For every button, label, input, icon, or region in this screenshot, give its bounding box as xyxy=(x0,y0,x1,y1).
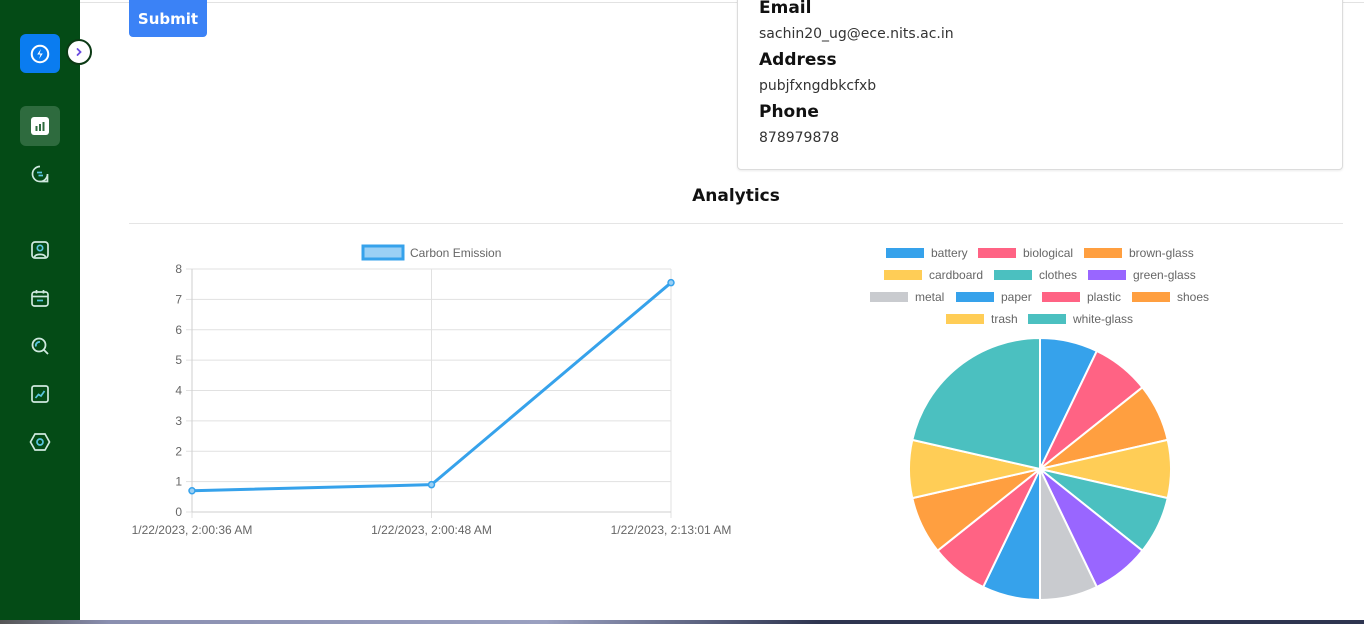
x-tick-label: 1/22/2023, 2:00:48 AM xyxy=(371,523,492,537)
legend-label: shoes xyxy=(1177,290,1209,304)
chat-icon xyxy=(31,165,49,183)
calendar-icon xyxy=(31,290,49,307)
legend-label: metal xyxy=(915,290,944,304)
legend-label: battery xyxy=(931,246,968,260)
sidebar-toggle-button[interactable] xyxy=(66,39,92,65)
sidebar-item-profile[interactable] xyxy=(20,230,60,270)
trend-chart-icon xyxy=(31,385,49,403)
x-tick-label: 1/22/2023, 2:13:01 AM xyxy=(611,523,732,537)
header-divider xyxy=(80,2,1364,3)
sidebar-item-trends[interactable] xyxy=(20,374,60,414)
carbon-emission-line-chart[interactable]: Carbon Emission 0 1 2 3 4 5 6 7 8 1/22/2023, 2:00:… xyxy=(129,240,739,550)
legend-label: Carbon Emission xyxy=(410,246,501,260)
chevron-right-icon xyxy=(76,48,82,56)
waste-category-pie-chart[interactable]: battery biological brown-glass cardboard clo… xyxy=(860,240,1220,610)
x-tick-label: 1/22/2023, 2:00:36 AM xyxy=(132,523,253,537)
sidebar xyxy=(0,0,92,624)
email-value: sachin20_ug@ece.nits.ac.in xyxy=(759,26,954,42)
legend-label: clothes xyxy=(1039,268,1077,282)
analytics-heading: Analytics xyxy=(692,186,780,206)
sidebar-item-calendar[interactable] xyxy=(20,278,60,318)
y-tick-label: 8 xyxy=(175,262,182,276)
address-value: pubjfxngdbkcfxb xyxy=(759,78,877,94)
legend-label: biological xyxy=(1023,246,1073,260)
y-tick-label: 1 xyxy=(175,475,182,489)
y-tick-label: 2 xyxy=(175,444,182,458)
sidebar-item-search[interactable] xyxy=(20,326,60,366)
data-point[interactable] xyxy=(427,480,436,489)
chart-legend[interactable]: Carbon Emission xyxy=(361,244,501,261)
lightning-icon xyxy=(30,44,50,63)
submit-button[interactable]: Submit xyxy=(129,0,207,37)
brand-logo-button[interactable] xyxy=(20,34,60,73)
legend-label: plastic xyxy=(1087,290,1121,304)
search-icon xyxy=(31,337,49,355)
y-tick-label: 3 xyxy=(175,414,182,428)
y-tick-label: 4 xyxy=(175,384,182,398)
legend-label: trash xyxy=(991,312,1018,326)
legend-label: cardboard xyxy=(929,268,983,282)
data-point[interactable] xyxy=(188,486,196,495)
y-tick-label: 7 xyxy=(175,292,182,306)
email-label: Email xyxy=(759,0,812,18)
sidebar-item-messages[interactable] xyxy=(20,154,60,194)
phone-label: Phone xyxy=(759,102,819,122)
legend-label: green-glass xyxy=(1133,268,1196,282)
data-point[interactable] xyxy=(667,278,675,287)
sidebar-item-settings[interactable] xyxy=(20,422,60,462)
profile-card: Email sachin20_ug@ece.nits.ac.in Address… xyxy=(737,0,1343,170)
sidebar-item-dashboard[interactable] xyxy=(20,106,60,146)
y-tick-label: 0 xyxy=(175,505,182,519)
legend-label: paper xyxy=(1001,290,1032,304)
legend-label: brown-glass xyxy=(1129,246,1194,260)
pie-legend[interactable]: battery biological brown-glass cardboard clo… xyxy=(870,246,1209,326)
address-label: Address xyxy=(759,50,837,70)
pie-slice-white-glass[interactable] xyxy=(911,336,1041,471)
y-tick-label: 6 xyxy=(175,323,182,337)
hexagon-settings-icon xyxy=(29,433,51,451)
user-card-icon xyxy=(31,241,49,259)
taskbar-edge xyxy=(0,620,1364,624)
y-tick-label: 5 xyxy=(175,353,182,367)
analytics-divider xyxy=(129,223,1343,224)
bar-chart-icon xyxy=(31,117,49,135)
legend-label: white-glass xyxy=(1072,312,1133,326)
phone-value: 878979878 xyxy=(759,130,840,146)
